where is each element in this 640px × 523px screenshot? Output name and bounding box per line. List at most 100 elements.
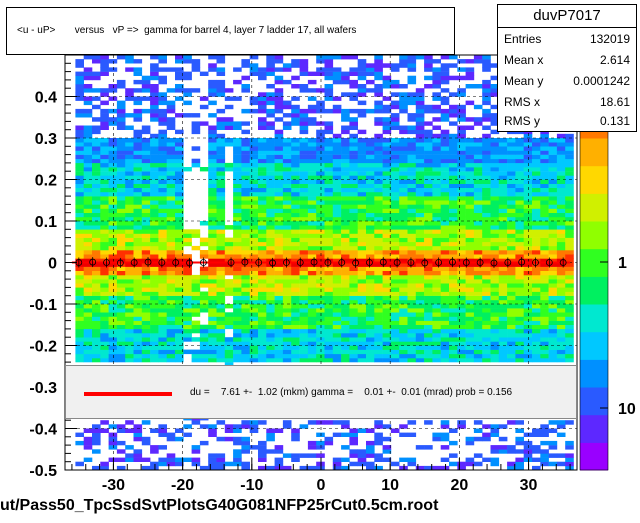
heatmap-cell bbox=[125, 175, 134, 180]
heatmap-cell bbox=[208, 312, 217, 317]
heatmap-cell bbox=[399, 59, 408, 64]
heatmap-cell bbox=[482, 84, 491, 89]
heatmap-cell bbox=[374, 341, 383, 346]
heatmap-cell bbox=[349, 237, 358, 243]
heatmap-cell bbox=[233, 171, 242, 176]
heatmap-cell bbox=[556, 299, 566, 305]
stat-label: Entries bbox=[504, 32, 542, 46]
heatmap-cell bbox=[191, 337, 201, 342]
heatmap-cell bbox=[108, 349, 118, 355]
heatmap-cell bbox=[150, 146, 159, 151]
heatmap-cell bbox=[357, 67, 367, 72]
heatmap-cell bbox=[449, 328, 458, 334]
heatmap-cell bbox=[341, 341, 350, 346]
heatmap-cell bbox=[92, 241, 101, 247]
heatmap-cell bbox=[532, 216, 541, 222]
heatmap-cell bbox=[507, 320, 516, 325]
heatmap-cell bbox=[100, 138, 109, 143]
heatmap-cell bbox=[341, 287, 350, 292]
heatmap-cell bbox=[307, 142, 317, 147]
stat-value: 0.131 bbox=[599, 114, 630, 128]
heatmap-cell bbox=[457, 461, 466, 467]
heatmap-cell bbox=[92, 308, 101, 313]
heatmap-cell bbox=[208, 465, 217, 471]
heatmap-cell bbox=[415, 349, 425, 355]
heatmap-cell bbox=[357, 142, 367, 147]
heatmap-cell bbox=[133, 129, 143, 135]
heatmap-cell bbox=[390, 295, 400, 301]
heatmap-cell bbox=[291, 171, 300, 176]
heatmap-cell bbox=[532, 183, 541, 188]
heatmap-cell bbox=[415, 445, 425, 450]
heatmap-cell bbox=[565, 333, 574, 338]
heatmap-cell bbox=[498, 357, 508, 363]
heatmap-cell bbox=[532, 262, 541, 267]
heatmap-cell bbox=[424, 274, 433, 280]
heatmap-cell bbox=[482, 353, 491, 359]
heatmap-cell bbox=[166, 100, 176, 106]
heatmap-cell bbox=[166, 108, 176, 114]
heatmap-cell bbox=[548, 274, 558, 280]
heatmap-cell bbox=[249, 428, 259, 433]
heatmap-cell bbox=[291, 337, 300, 342]
heatmap-cell bbox=[490, 129, 500, 135]
heatmap-cell bbox=[75, 229, 84, 234]
heatmap-cell bbox=[141, 266, 151, 271]
heatmap-cell bbox=[307, 324, 317, 330]
heatmap-cell bbox=[241, 254, 250, 259]
heatmap-cell bbox=[548, 216, 558, 222]
heatmap-cell bbox=[199, 266, 209, 271]
heatmap-cell bbox=[366, 208, 375, 213]
heatmap-cell bbox=[366, 337, 375, 342]
heatmap-cell bbox=[515, 440, 524, 446]
heatmap-cell bbox=[125, 299, 134, 305]
heatmap-cell bbox=[92, 428, 101, 433]
heatmap-cell bbox=[233, 461, 242, 467]
heatmap-cell bbox=[424, 320, 433, 325]
heatmap-cell bbox=[374, 241, 383, 247]
heatmap-cell bbox=[258, 233, 267, 238]
heatmap-cell bbox=[440, 316, 450, 321]
heatmap-cell bbox=[116, 150, 126, 155]
heatmap-cell bbox=[282, 424, 292, 429]
heatmap-cell bbox=[374, 304, 383, 309]
heatmap-cell bbox=[341, 266, 350, 271]
heatmap-cell bbox=[324, 229, 334, 234]
heatmap-cell bbox=[324, 175, 334, 180]
heatmap-cell bbox=[282, 187, 292, 193]
heatmap-cell bbox=[92, 71, 101, 76]
heatmap-cell bbox=[324, 55, 334, 60]
heatmap-cell bbox=[366, 453, 375, 458]
heatmap-cell bbox=[465, 208, 475, 213]
heatmap-cell bbox=[390, 229, 400, 234]
heatmap-cell bbox=[316, 270, 325, 276]
heatmap-cell bbox=[175, 138, 184, 143]
heatmap-cell bbox=[515, 241, 524, 247]
heatmap-cell bbox=[482, 345, 491, 350]
heatmap-cell bbox=[208, 333, 217, 338]
heatmap-cell bbox=[465, 337, 475, 342]
colorbar-band bbox=[580, 442, 608, 471]
heatmap-cell bbox=[316, 287, 325, 292]
heatmap-cell bbox=[482, 142, 491, 147]
heatmap-cell bbox=[224, 254, 234, 259]
heatmap-cell bbox=[324, 295, 334, 301]
heatmap-cell bbox=[374, 316, 383, 321]
heatmap-cell bbox=[166, 158, 176, 164]
heatmap-cell bbox=[457, 212, 466, 218]
heatmap-cell bbox=[150, 96, 159, 101]
heatmap-cell bbox=[183, 279, 192, 284]
heatmap-cell bbox=[523, 270, 533, 276]
heatmap-cell bbox=[349, 283, 358, 288]
heatmap-cell bbox=[332, 167, 342, 172]
heatmap-cell bbox=[357, 349, 367, 355]
heatmap-cell bbox=[75, 287, 84, 292]
heatmap-cell bbox=[116, 216, 126, 222]
heatmap-cell bbox=[282, 420, 292, 425]
heatmap-cell bbox=[83, 279, 93, 284]
heatmap-cell bbox=[366, 258, 375, 263]
profile-point bbox=[462, 259, 470, 266]
heatmap-cell bbox=[299, 154, 309, 160]
heatmap-cell bbox=[349, 162, 358, 168]
heatmap-cell bbox=[291, 167, 300, 172]
